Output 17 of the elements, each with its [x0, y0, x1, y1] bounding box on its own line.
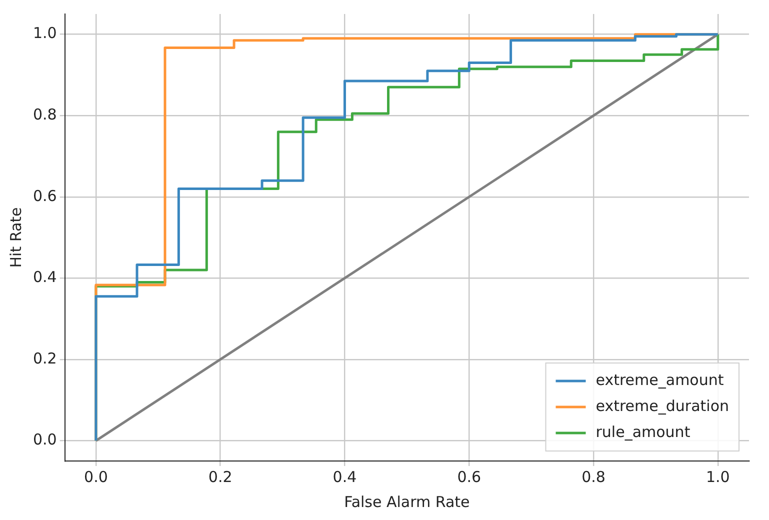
y-axis-title: Hit Rate	[6, 207, 25, 268]
y-tick-label: 0.6	[32, 186, 57, 205]
legend-label: rule_amount	[596, 422, 690, 441]
x-tick-label: 0.4	[332, 468, 357, 486]
y-tick-label: 0.4	[32, 268, 57, 286]
y-tick-label: 0.2	[32, 349, 57, 368]
y-tick-label: 0.8	[32, 105, 57, 124]
x-tick-label: 0.6	[457, 468, 482, 486]
x-tick-label: 0.2	[208, 468, 232, 486]
x-tick-label: 0.8	[582, 468, 606, 486]
x-tick-label: 0.0	[84, 468, 108, 486]
legend-label: extreme_duration	[596, 396, 729, 415]
x-tick-label: 1.0	[706, 468, 730, 486]
y-tick-label: 1.0	[32, 24, 57, 42]
y-tick-label: 0.0	[32, 430, 57, 449]
legend-label: extreme_amount	[596, 370, 724, 389]
x-axis-title: False Alarm Rate	[344, 492, 470, 511]
